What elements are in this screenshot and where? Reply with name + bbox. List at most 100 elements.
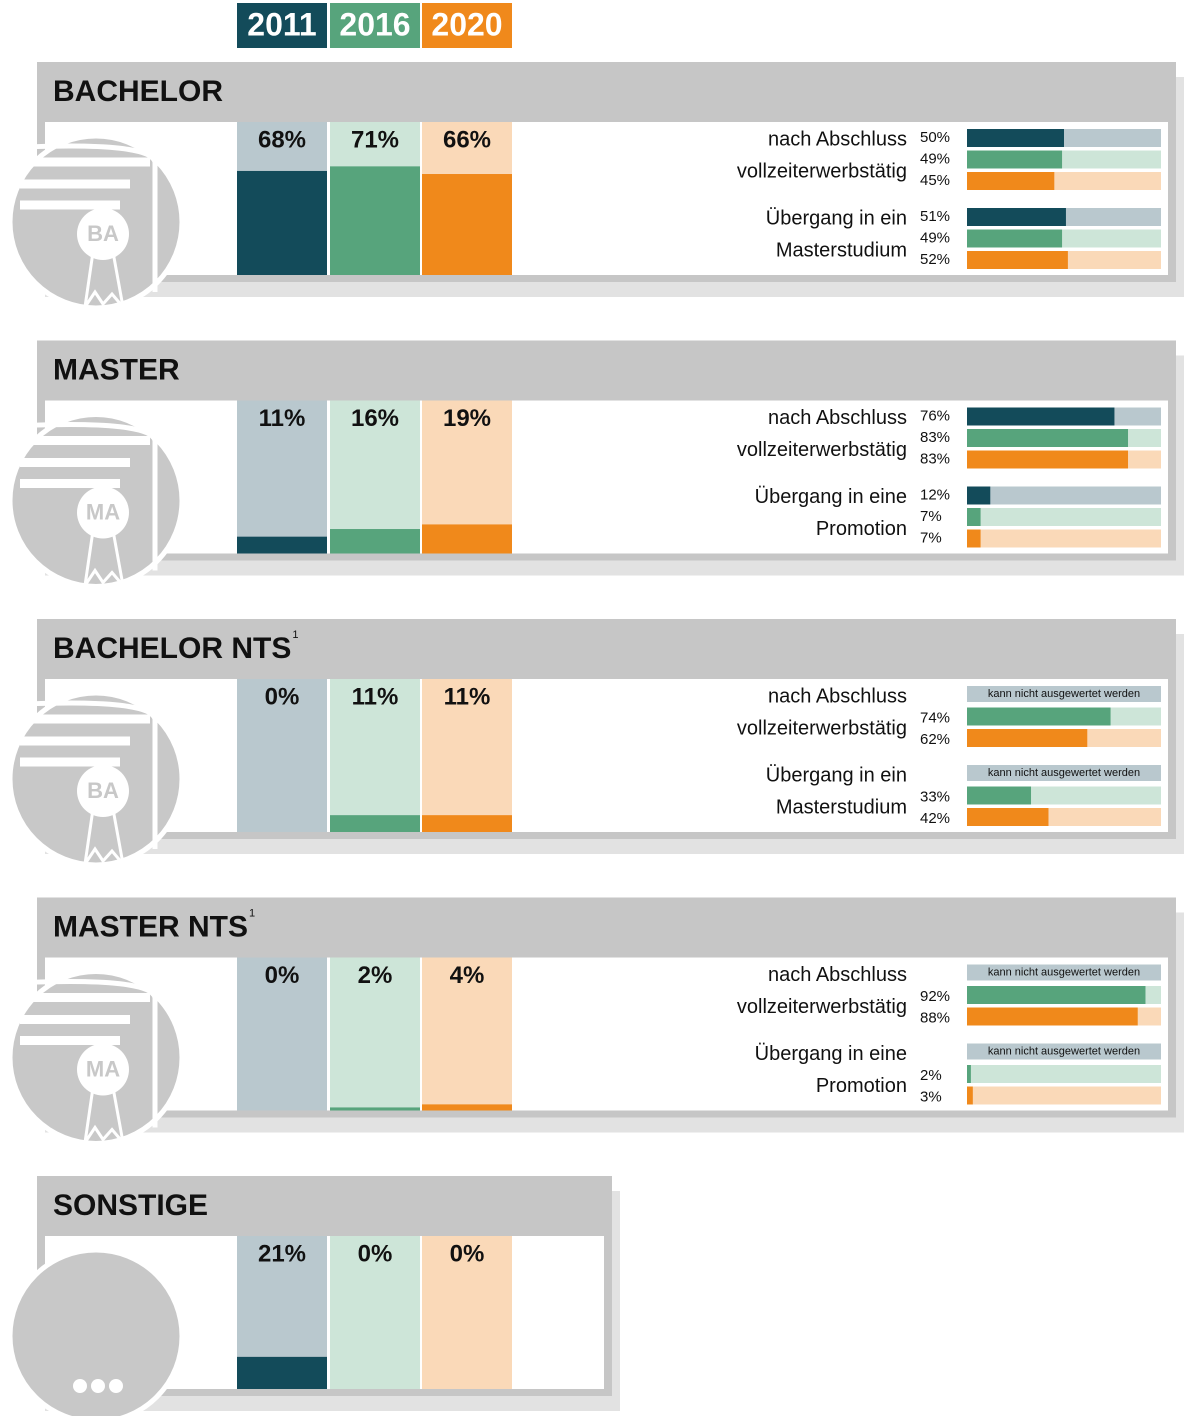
column-bg [330,400,420,554]
column-bg [330,679,420,832]
icon-document-edge [24,143,158,292]
icon-rosette [77,1043,129,1096]
metric-value: 49% [920,229,950,246]
missing-bg [967,765,1161,781]
icon-rosette [77,765,129,817]
column-bg [330,957,420,1111]
column-value: 11% [352,683,399,710]
legend-label: 2011 [247,6,316,42]
metric-label: nach Abschluss [768,128,907,150]
column-bar [237,170,327,275]
icon-document-edge [24,422,158,571]
metric-value: 7% [920,508,942,525]
icon-document-edge [24,700,158,849]
legend-swatch [330,3,420,48]
icon-document-edge [24,979,158,1128]
metric-bg [967,1086,1161,1105]
metric-value: 62% [920,731,950,748]
metric-value: 45% [920,172,950,189]
metric-value: 49% [920,150,950,167]
legend-label: 2020 [431,6,502,42]
column-value: 21% [258,1240,306,1267]
metric-bar [967,508,981,526]
icon-label: MA [86,499,120,524]
metric-bar [967,707,1111,726]
metric-value: 74% [920,709,950,726]
metric-label: Übergang in eine [755,1043,907,1065]
icon-document [20,436,150,488]
missing-bg [967,964,1161,981]
metric-label: Übergang in ein [766,764,907,786]
panel-title: BACHELOR NTS [53,632,291,665]
column-value: 11% [259,405,306,432]
metric-value: 33% [920,788,950,805]
metric-value: 2% [920,1067,942,1084]
metric-bar [967,450,1129,469]
column-bar [237,1356,327,1389]
icon-document [20,157,150,210]
metric-label: nach Abschluss [768,407,907,429]
column-bar [422,524,512,554]
panel-body [45,400,1168,554]
metric-bar [967,486,991,505]
metric-bg [967,486,1161,505]
metric-bar [967,150,1063,169]
icon-label: BA [87,221,119,246]
metric-bar [967,1086,973,1105]
metric-label: nach Abschluss [768,964,907,986]
metric-bar [967,407,1115,426]
column-value: 16% [351,405,399,432]
metric-label: Übergang in ein [766,207,907,229]
missing-label: kann nicht ausgewertet werden [988,767,1140,779]
column-value: 19% [443,405,491,432]
column-bg [237,957,327,1111]
icon-label: MA [86,1056,120,1081]
metric-bar [967,172,1055,190]
legend-swatch [422,3,512,48]
metric-value: 52% [920,251,950,268]
metric-bg [967,529,1161,548]
column-bar [422,174,512,275]
icon-label: BA [87,778,119,803]
missing-bg [967,686,1161,702]
metric-bar [967,129,1064,147]
column-bar [330,1107,420,1111]
metric-bar [967,729,1088,747]
metric-label: vollzeiterwerbstätig [737,717,907,739]
metric-bg [967,1065,1161,1083]
metric-bar [967,786,1032,805]
column-bg [422,957,512,1111]
metric-label: vollzeiterwerbstätig [737,996,907,1018]
column-bg [422,679,512,832]
icon-dot [109,1379,123,1393]
metric-value: 51% [920,208,950,225]
missing-label: kann nicht ausgewertet werden [988,688,1140,700]
icon-rosette [77,486,129,539]
metric-label: Promotion [816,1075,907,1097]
column-value: 71% [351,126,399,153]
column-bar [422,815,512,832]
metric-bar [967,251,1068,269]
panel-title: SONSTIGE [53,1189,208,1222]
metric-label: vollzeiterwerbstätig [737,160,907,182]
missing-label: kann nicht ausgewertet werden [988,1045,1140,1057]
icon-dot [73,1379,87,1393]
metric-value: 50% [920,129,950,146]
panel-body [45,957,1168,1111]
panel-title: BACHELOR [53,75,223,108]
legend-swatch [237,3,327,48]
metric-value: 12% [920,486,950,503]
metric-value: 42% [920,810,950,827]
column-value: 11% [444,683,491,710]
metric-value: 83% [920,429,950,446]
column-value: 68% [258,126,306,153]
column-bar [237,536,327,554]
icon-circle [7,1247,185,1416]
metric-bar [967,429,1129,447]
icon-document [20,993,150,1045]
metric-bar [967,986,1146,1004]
column-bar [330,529,420,554]
column-value: 0% [358,1240,393,1267]
column-value: 2% [358,962,393,989]
